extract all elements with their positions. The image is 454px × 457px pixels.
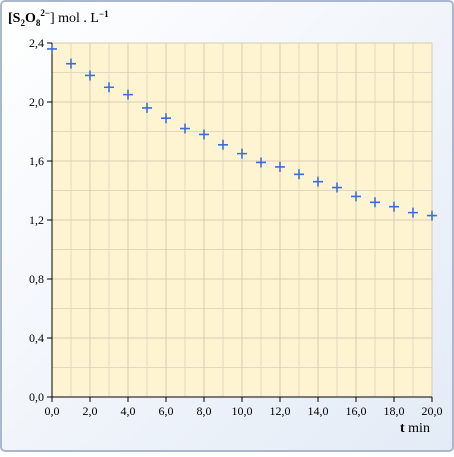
point [351,191,361,202]
point [275,161,285,172]
point [237,148,247,159]
x-tick-label: 16,0 [346,404,367,418]
point [427,210,437,221]
y-tick-label: 1,6 [29,154,44,168]
x-axis-title: t min [400,421,430,436]
y-tick-label: 2,4 [29,36,44,50]
x-tick-label: 4,0 [121,404,136,418]
point [294,169,304,180]
point [256,157,266,168]
point [199,129,209,140]
point [66,58,76,69]
point [180,123,190,134]
point [123,89,133,100]
y-tick-label: 2,0 [29,95,44,109]
point [104,82,114,93]
point [161,113,171,124]
point [85,70,95,81]
y-tick-label: 0,0 [29,390,44,404]
x-tick-label: 2,0 [83,404,98,418]
x-tick-label: 18,0 [384,404,405,418]
y-tick-label: 1,2 [29,213,44,227]
x-tick-label: 12,0 [270,404,291,418]
point [370,197,380,208]
x-tick-label: 8,0 [197,404,212,418]
point [332,182,342,193]
point [47,43,57,54]
point [389,201,399,212]
point [142,102,152,113]
x-tick-label: 14,0 [308,404,329,418]
point [408,207,418,218]
y-tick-label: 0,8 [29,272,44,286]
point [218,139,228,150]
x-tick-label: 0,0 [45,404,60,418]
x-tick-label: 20,0 [422,404,443,418]
point [313,176,323,187]
x-tick-label: 6,0 [159,404,174,418]
x-tick-label: 10,0 [232,404,253,418]
y-axis-title: [S2O82−] mol . L−1 [8,8,109,28]
y-tick-label: 0,4 [29,331,44,345]
